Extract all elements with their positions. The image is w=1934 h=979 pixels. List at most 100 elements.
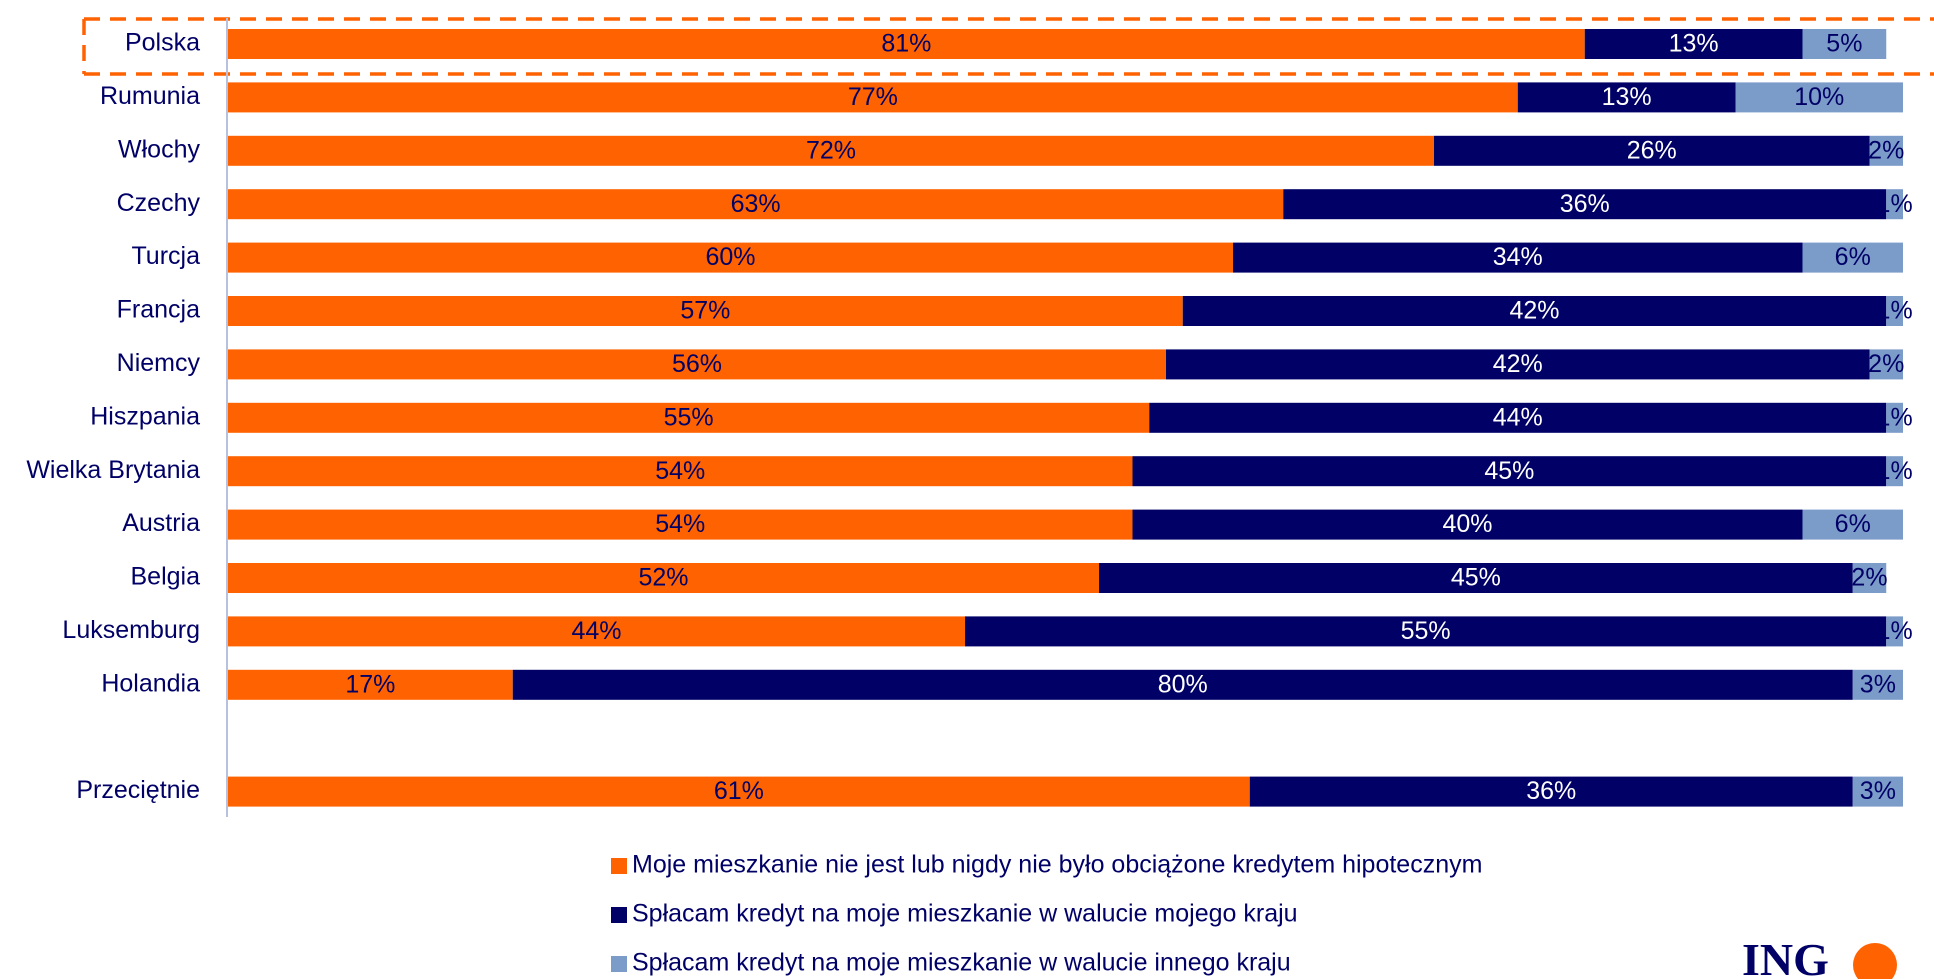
data-label: 13% <box>1669 30 1719 58</box>
logo-lion <box>1853 943 1897 979</box>
data-label: 80% <box>1158 670 1208 698</box>
bar-segment <box>1149 402 1887 433</box>
data-label: 77% <box>848 83 898 111</box>
data-label: 42% <box>1509 297 1559 325</box>
bar-segment <box>1886 456 1903 487</box>
bar-segment <box>1233 242 1803 273</box>
bar-segment <box>965 616 1887 647</box>
data-label: 45% <box>1484 457 1534 485</box>
data-label: 45% <box>1451 564 1501 592</box>
data-label: 1% <box>1877 457 1913 485</box>
y-tick-label: Rumunia <box>100 82 200 110</box>
bar-segment <box>1166 349 1870 380</box>
data-label: 61% <box>714 777 764 805</box>
bar-segment <box>228 563 1099 593</box>
logo: ING <box>1742 934 1897 979</box>
bar-segment <box>228 135 1434 166</box>
bar-segment <box>1434 135 1870 166</box>
data-label: 1% <box>1877 190 1913 218</box>
bar-segment <box>1802 29 1887 59</box>
bar-segment <box>1182 296 1887 326</box>
data-label: 72% <box>806 136 856 164</box>
bar-segment <box>228 29 1585 59</box>
data-label: 55% <box>664 403 714 431</box>
bar-segment <box>1099 563 1853 593</box>
bar-segment <box>1869 349 1903 380</box>
data-label: 44% <box>571 617 621 645</box>
data-label: 44% <box>1493 403 1543 431</box>
y-tick-label: Francja <box>117 296 200 324</box>
legend-swatch <box>611 907 627 923</box>
bar-segment <box>1869 135 1903 166</box>
bar-segment <box>228 509 1133 540</box>
bar-segment <box>1886 296 1903 326</box>
bar-segment <box>1852 776 1903 807</box>
data-label: 2% <box>1851 564 1887 592</box>
legend-swatch <box>611 858 627 874</box>
data-label: 34% <box>1493 243 1543 271</box>
data-label: 6% <box>1835 510 1871 538</box>
y-tick-label: Austria <box>122 509 200 537</box>
data-label: 13% <box>1602 83 1652 111</box>
data-label: 42% <box>1493 350 1543 378</box>
data-label: 63% <box>731 190 781 218</box>
bar-segment <box>1852 669 1903 700</box>
bar-segment <box>1283 189 1887 220</box>
bar-segment <box>1886 402 1903 433</box>
data-label: 6% <box>1835 243 1871 271</box>
y-tick-label: Holandia <box>101 669 200 697</box>
y-tick-label: Luksemburg <box>62 616 200 644</box>
data-label: 54% <box>655 457 705 485</box>
bar-segment <box>228 456 1133 487</box>
data-label: 40% <box>1442 510 1492 538</box>
bar-segment <box>228 616 965 647</box>
bar-segment <box>228 242 1233 273</box>
data-label: 1% <box>1877 297 1913 325</box>
bar-segment <box>1886 189 1903 220</box>
legend-swatch <box>611 956 627 972</box>
y-tick-label: Czechy <box>117 189 201 217</box>
y-tick-label: Włochy <box>118 135 200 163</box>
bar-segment <box>1249 776 1853 807</box>
bar-segment <box>1735 82 1903 113</box>
bar-segment <box>1584 29 1803 59</box>
y-tick-label: Belgia <box>131 563 201 591</box>
bar-segment <box>1132 509 1803 540</box>
data-label: 3% <box>1860 777 1896 805</box>
y-tick-label: Niemcy <box>117 349 201 377</box>
y-tick-label: Wielka Brytania <box>26 456 200 484</box>
data-label: 10% <box>1794 83 1844 111</box>
y-tick-label: Turcja <box>131 242 200 270</box>
legend-label: Spłacam kredyt na moje mieszkanie w walu… <box>632 949 1291 977</box>
bar-segment <box>1802 509 1903 540</box>
bar-segment <box>228 349 1166 380</box>
data-label: 3% <box>1860 670 1896 698</box>
legend-label: Spłacam kredyt na moje mieszkanie w walu… <box>632 900 1298 928</box>
data-label: 54% <box>655 510 705 538</box>
data-label: 2% <box>1868 350 1904 378</box>
bar-segment <box>1802 242 1903 273</box>
y-tick-label: Przeciętnie <box>76 776 200 804</box>
bar-segment <box>228 82 1518 113</box>
data-label: 26% <box>1627 136 1677 164</box>
legend-label: Moje mieszkanie nie jest lub nigdy nie b… <box>632 851 1482 879</box>
data-label: 1% <box>1877 403 1913 431</box>
bar-segment <box>228 189 1284 220</box>
data-label: 36% <box>1526 777 1576 805</box>
data-label: 56% <box>672 350 722 378</box>
data-label: 36% <box>1560 190 1610 218</box>
bar-segment <box>1517 82 1736 113</box>
bar-segment <box>228 669 513 700</box>
bar-segment <box>1852 563 1887 593</box>
data-label: 81% <box>881 30 931 58</box>
bar-segment <box>228 296 1183 326</box>
highlight-box <box>82 17 1934 76</box>
data-label: 17% <box>345 670 395 698</box>
bar-segment <box>228 402 1150 433</box>
bar-segment <box>512 669 1853 700</box>
data-label: 55% <box>1401 617 1451 645</box>
y-tick-label: Polska <box>125 29 200 57</box>
bar-segment <box>1886 616 1903 647</box>
data-label: 5% <box>1826 30 1862 58</box>
data-label: 60% <box>705 243 755 271</box>
